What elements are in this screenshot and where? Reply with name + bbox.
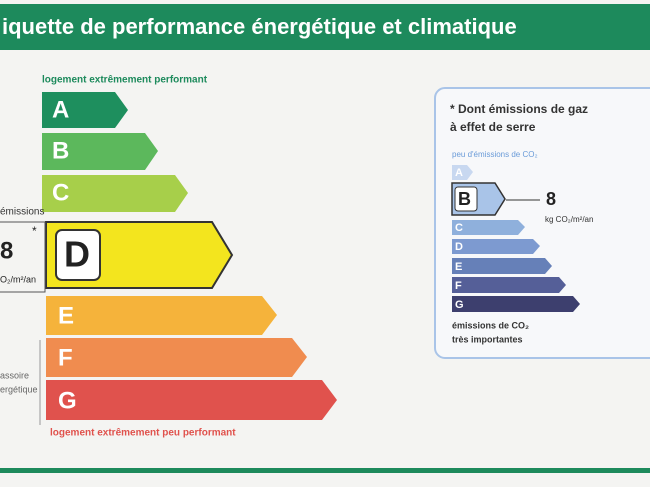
footer-line [0, 468, 650, 473]
emissions-label: émissions [0, 207, 44, 218]
ges-bar [452, 165, 473, 180]
class-badge [55, 229, 101, 281]
ges-bar [452, 277, 566, 293]
unit: O₂/m²/an [0, 274, 36, 284]
class-bar [46, 338, 307, 377]
ges-bar [452, 220, 525, 235]
class-letter: E [58, 302, 74, 329]
value-box [0, 221, 46, 293]
header-title: iquette de performance énergétique et cl… [2, 14, 517, 39]
ges-letter: B [458, 189, 471, 209]
bottom-label: logement extrêmement peu performant [50, 428, 236, 439]
ges-bar [452, 239, 540, 254]
class-letter: D [64, 234, 90, 275]
ges-title: à effet de serre [450, 120, 536, 134]
ges-badge [454, 186, 478, 212]
class-bar [42, 133, 158, 170]
energy-scale: A B C D E F G [42, 92, 337, 420]
ges-letter: A [455, 167, 463, 179]
ges-letter: C [455, 222, 463, 234]
ges-unit: kg CO₂/m²/an [545, 215, 593, 224]
ges-letter: D [455, 241, 463, 253]
ges-title: * Dont émissions de gaz [450, 102, 588, 116]
ges-bar [452, 296, 580, 312]
ges-letter: G [455, 299, 464, 311]
class-letter: F [58, 344, 73, 371]
header-band [0, 4, 650, 50]
class-letter: B [52, 137, 69, 164]
ges-scale: A B C D E F G [451, 165, 580, 312]
ges-top-label: peu d'émissions de CO₂ [452, 150, 538, 159]
class-bar [46, 296, 277, 335]
value: 8 [0, 237, 13, 264]
ges-letter: F [455, 280, 462, 292]
ges-value: 8 [546, 189, 556, 209]
ges-letter: E [455, 261, 462, 273]
note: assoire [0, 370, 29, 380]
class-bar [46, 380, 337, 420]
note: ergétique [0, 384, 38, 394]
class-letter: G [58, 387, 77, 414]
ges-bottom-label: émissions de CO₂ [452, 320, 529, 330]
class-letter: A [52, 96, 69, 123]
ges-bottom-label: très importantes [452, 334, 523, 344]
ges-bar [452, 258, 552, 274]
class-bar [42, 92, 128, 128]
class-bar [42, 175, 188, 212]
asterisk: * [32, 224, 37, 238]
class-letter: C [52, 179, 69, 206]
top-label: logement extrêmement performant [42, 75, 208, 86]
